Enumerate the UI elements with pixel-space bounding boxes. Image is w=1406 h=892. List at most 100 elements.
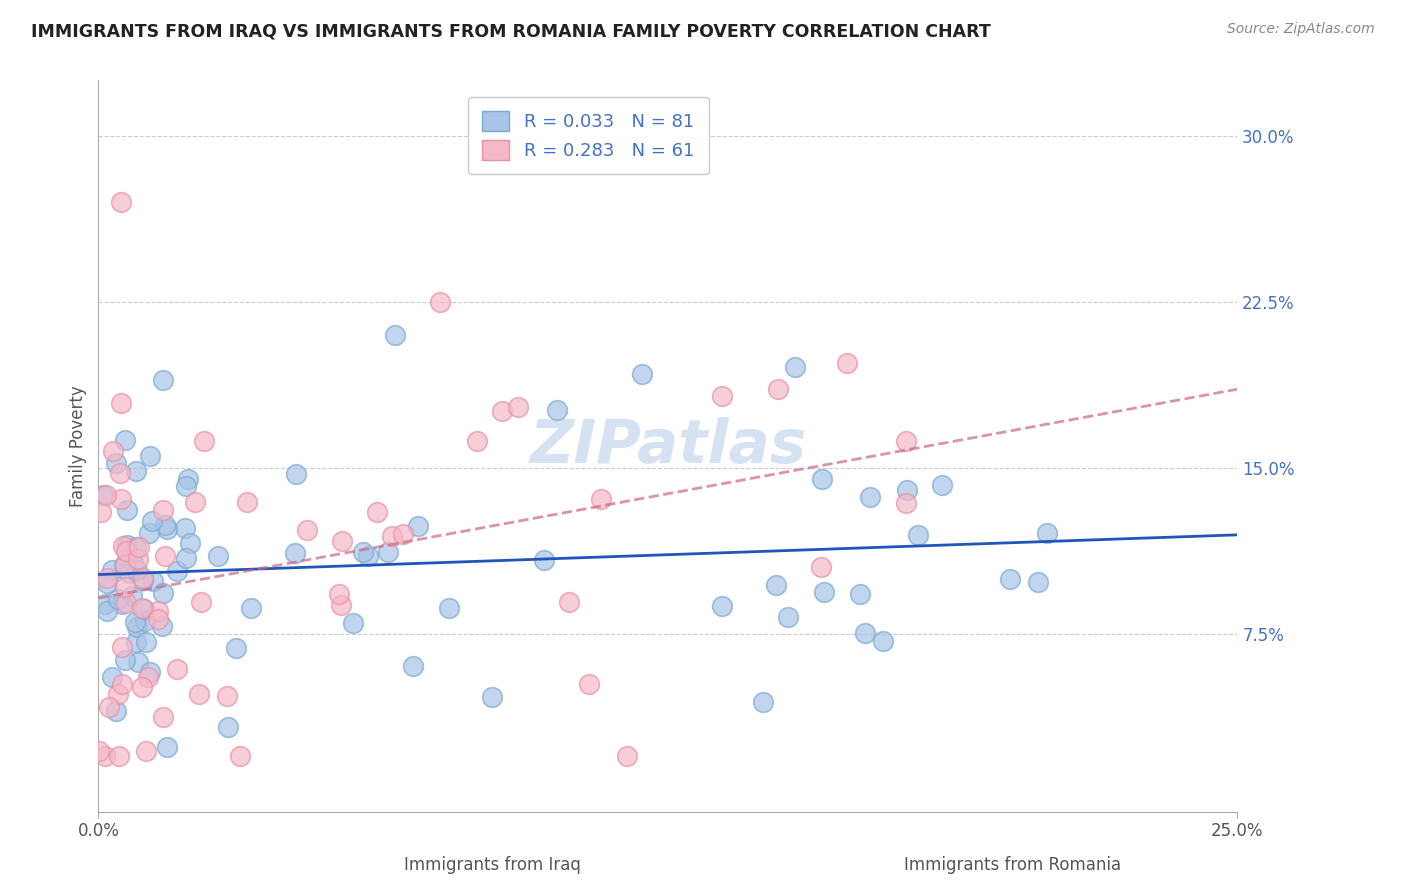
Point [342,616,364,631]
Point [810,472,832,486]
Point [578,677,600,691]
Point [110,195,132,210]
Point [557,595,579,609]
Point [100,563,122,577]
Point [139,449,162,463]
Point [229,749,252,764]
Point [859,490,882,504]
Point [240,601,263,615]
Point [128,541,150,555]
Point [115,544,138,558]
Point [152,586,174,600]
Point [711,599,734,613]
Point [207,549,229,563]
Point [217,720,239,734]
Y-axis label: Family Poverty: Family Poverty [69,385,87,507]
Point [127,655,149,669]
Point [127,552,149,566]
Point [217,689,239,703]
Point [872,634,894,648]
Point [153,549,176,563]
Point [152,710,174,724]
Point [87,744,110,758]
Point [284,467,307,481]
Point [150,619,173,633]
Point [174,479,197,493]
Point [111,597,134,611]
Point [105,457,128,471]
Text: Immigrants from Romania: Immigrants from Romania [904,856,1121,874]
Point [295,523,318,537]
Point [381,528,404,542]
Point [124,615,146,629]
Point [225,640,247,655]
Point [111,640,134,654]
Text: Source: ZipAtlas.com: Source: ZipAtlas.com [1227,22,1375,37]
Point [853,625,876,640]
Point [190,595,212,609]
Point [384,328,406,343]
Point [138,526,160,541]
Point [125,634,148,648]
Point [115,597,138,611]
Point [835,356,858,370]
Point [810,559,832,574]
Point [166,565,188,579]
Point [127,620,149,634]
Point [616,749,638,764]
Point [353,545,375,559]
Point [132,602,155,616]
Point [931,478,953,492]
Point [125,563,148,577]
Point [96,576,118,591]
Point [118,566,141,580]
Point [146,612,169,626]
Point [166,662,188,676]
Point [135,744,157,758]
Point [115,503,138,517]
Point [630,368,652,382]
Point [765,578,787,592]
Point [108,466,131,480]
Point [155,522,177,536]
Point [406,519,429,533]
Text: IMMIGRANTS FROM IRAQ VS IMMIGRANTS FROM ROMANIA FAMILY POVERTY CORRELATION CHART: IMMIGRANTS FROM IRAQ VS IMMIGRANTS FROM … [31,22,991,40]
Point [148,604,170,618]
Point [998,573,1021,587]
Point [176,472,198,486]
Point [328,587,350,601]
Point [131,680,153,694]
Point [135,635,157,649]
Point [139,665,162,679]
Point [97,700,120,714]
Point [107,592,129,607]
Point [114,558,136,573]
Point [131,600,153,615]
Text: ZIPatlas: ZIPatlas [529,417,807,475]
Point [849,586,872,600]
Point [1036,526,1059,541]
Point [429,294,451,309]
Point [776,610,799,624]
Point [91,488,114,502]
Point [391,527,413,541]
Point [533,553,555,567]
Point [236,495,259,509]
Point [766,382,789,396]
Point [132,574,155,588]
Point [711,389,734,403]
Point [156,740,179,755]
Point [402,659,425,673]
Point [481,690,503,704]
Point [188,687,211,701]
Point [136,670,159,684]
Point [141,514,163,528]
Point [125,464,148,478]
Point [357,549,380,564]
Point [103,443,125,458]
Point [907,527,929,541]
Point [108,749,131,764]
Point [465,434,488,448]
Point [93,749,115,764]
Point [546,402,568,417]
